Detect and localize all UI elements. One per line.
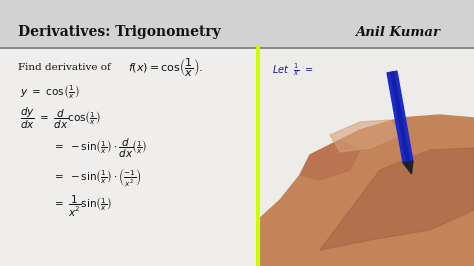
Text: $y\ =\ \cos\!\left(\frac{1}{x}\right)$: $y\ =\ \cos\!\left(\frac{1}{x}\right)$ (20, 84, 80, 101)
Polygon shape (391, 72, 410, 162)
Bar (0, 0, 474, 48)
Text: $Let\ \ \frac{1}{x}\ =$: $Let\ \ \frac{1}{x}\ =$ (272, 62, 313, 78)
Text: $\dfrac{dy}{dx}\ =\ \dfrac{d}{dx}\cos\!\left(\frac{1}{x}\right)$: $\dfrac{dy}{dx}\ =\ \dfrac{d}{dx}\cos\!\… (20, 105, 101, 131)
Bar (258, 48, 474, 266)
Text: $f(x)=\cos\!\left(\dfrac{1}{x}\right).$: $f(x)=\cos\!\left(\dfrac{1}{x}\right).$ (128, 56, 203, 78)
Polygon shape (258, 115, 474, 266)
Polygon shape (300, 140, 360, 180)
Polygon shape (320, 148, 474, 250)
Text: Find derivative of: Find derivative of (18, 63, 111, 72)
Text: Derivatives: Trigonometry: Derivatives: Trigonometry (18, 25, 221, 39)
Bar (0, 48, 474, 266)
Polygon shape (387, 71, 413, 163)
Text: $=\ -\sin\!\left(\frac{1}{x}\right)\cdot\left(\frac{-1}{x^2}\right)$: $=\ -\sin\!\left(\frac{1}{x}\right)\cdot… (52, 166, 142, 188)
Polygon shape (403, 161, 413, 174)
Polygon shape (330, 120, 400, 152)
Text: $=\ \dfrac{1}{x^2}\sin\!\left(\frac{1}{x}\right)$: $=\ \dfrac{1}{x^2}\sin\!\left(\frac{1}{x… (52, 193, 112, 219)
Text: Anil Kumar: Anil Kumar (355, 26, 440, 39)
Text: $=\ -\sin\!\left(\frac{1}{x}\right)\cdot\dfrac{d}{dx}\!\left(\frac{1}{x}\right)$: $=\ -\sin\!\left(\frac{1}{x}\right)\cdot… (52, 136, 147, 160)
